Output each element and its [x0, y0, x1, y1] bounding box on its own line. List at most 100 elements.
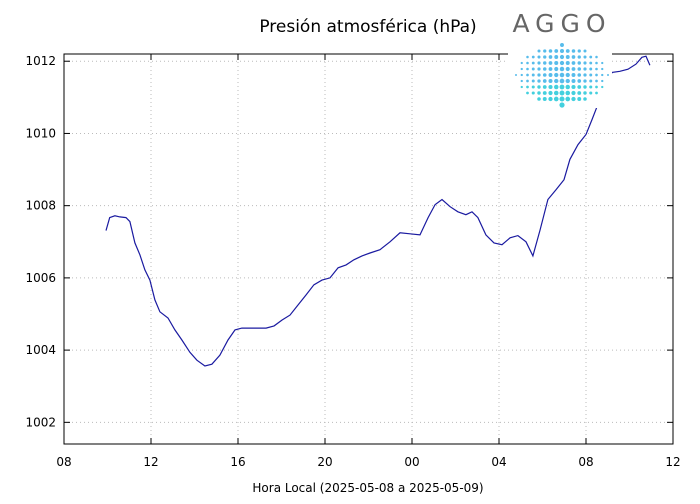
logo-dot [565, 55, 570, 59]
logo-dot [589, 73, 593, 77]
logo-dot [571, 73, 576, 77]
logo-dot [559, 66, 565, 72]
logo-dot [548, 96, 553, 102]
logo-dot [542, 79, 547, 83]
logo-dot [559, 90, 565, 96]
logo-dot [520, 73, 523, 77]
logo-dot [542, 67, 547, 71]
x-tick-label: 20 [317, 455, 332, 469]
x-tick-label: 12 [665, 455, 680, 469]
logo-dot [577, 67, 582, 71]
logo-dot [577, 55, 581, 59]
logo-dot [559, 102, 565, 108]
y-tick-label: 1006 [25, 271, 56, 285]
logo-dot [548, 78, 553, 84]
logo-dot [554, 78, 559, 84]
logo-dot [595, 73, 598, 77]
logo-dot [601, 73, 604, 77]
logo-dot [577, 97, 582, 101]
logo-dot [559, 84, 565, 90]
logo-dot [526, 55, 529, 59]
logo-dot [595, 85, 598, 89]
logo-dot [548, 61, 553, 65]
logo-dot [583, 55, 587, 59]
logo-dot [537, 73, 541, 77]
logo-dot [542, 97, 547, 101]
logo-dot [583, 67, 587, 71]
logo-dot [559, 78, 565, 84]
pressure-line [105, 55, 651, 367]
x-tick-label: 08 [578, 455, 593, 469]
logo-dot [548, 55, 553, 59]
logo-dot [531, 67, 535, 71]
logo-dot [554, 55, 559, 59]
logo-dot [571, 96, 576, 102]
logo-dot [565, 49, 570, 53]
y-tick-label: 1004 [25, 343, 56, 357]
logo-dot [583, 91, 587, 95]
logo-dot [571, 90, 576, 96]
logo-dot [583, 85, 587, 89]
logo-dot [577, 49, 581, 53]
logo-dot [543, 61, 547, 65]
logo-dot [583, 49, 587, 53]
logo-dot [577, 79, 582, 83]
logo-dot [526, 85, 529, 89]
logo-dot [583, 73, 587, 77]
logo-dot [601, 79, 604, 83]
logo-dot [553, 96, 559, 102]
logo-dot [595, 61, 598, 65]
logo-dot [559, 72, 565, 78]
logo-dot [548, 73, 553, 77]
logo-dot [571, 49, 576, 53]
logo-dot [553, 90, 559, 96]
logo-dot [526, 91, 529, 95]
logo-dot [531, 61, 535, 65]
logo-dot [589, 85, 593, 89]
logo-dot [531, 91, 535, 95]
logo-dot [554, 84, 559, 90]
logo-dot [526, 67, 529, 71]
y-tick-label: 1010 [25, 126, 56, 140]
logo-dot [589, 61, 593, 65]
logo-dot [520, 79, 523, 83]
logo-dot [537, 97, 541, 101]
y-tick-label: 1002 [25, 415, 56, 429]
logo-dot [577, 73, 582, 77]
logo-dot [531, 85, 535, 89]
logo-dot [589, 91, 593, 95]
logo-dot [542, 73, 547, 77]
x-tick-label: 08 [56, 455, 71, 469]
logo-dot [520, 67, 523, 71]
logo-dot [571, 78, 576, 84]
logo-dot [526, 79, 529, 83]
logo-dot [565, 66, 570, 72]
logo-dot [595, 91, 598, 95]
logo-dot [542, 91, 547, 95]
x-tick-label: 12 [143, 455, 158, 469]
logo-dot [520, 85, 523, 89]
logo-dot [543, 55, 547, 59]
logo-dot [554, 66, 559, 72]
logo-dot [571, 84, 576, 90]
logo-dot [577, 85, 582, 89]
logo-dot [565, 72, 570, 78]
logo-dot [565, 60, 570, 66]
logo-dot [565, 90, 571, 96]
logo-dot [589, 79, 593, 83]
logo-dot [559, 48, 565, 54]
logo-dot [560, 43, 564, 47]
logo-dot [595, 55, 598, 59]
x-tick-label: 16 [230, 455, 245, 469]
logo-dot [583, 61, 587, 65]
logo-dot [565, 84, 570, 90]
logo-dot [571, 55, 576, 59]
logo-dot [583, 79, 587, 83]
logo-dot [531, 73, 535, 77]
logo-dot [559, 60, 565, 66]
logo-dot [548, 67, 553, 71]
y-tick-label: 1008 [25, 199, 56, 213]
logo-dot [589, 55, 593, 59]
logo-dot [559, 96, 565, 102]
